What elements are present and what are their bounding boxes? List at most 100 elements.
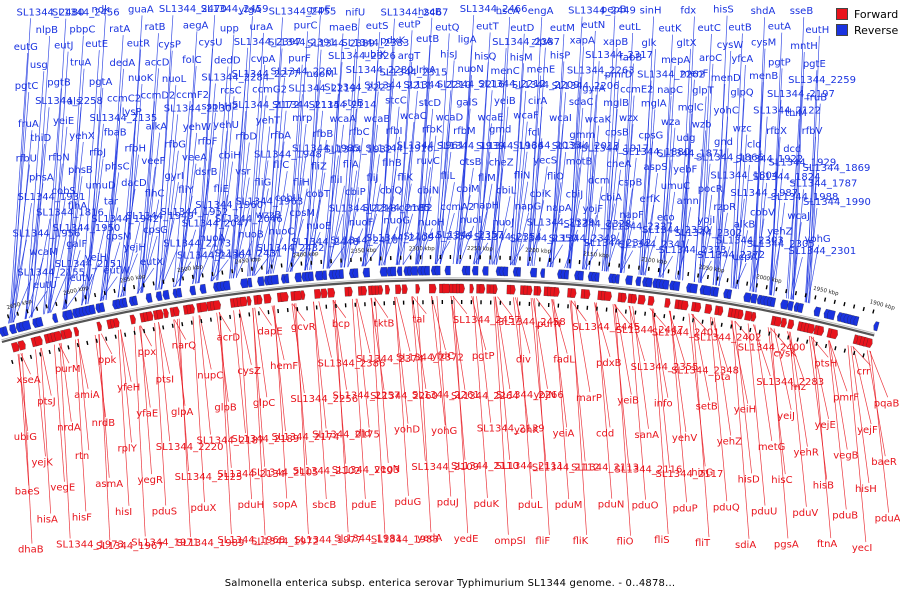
reverse-gene-label: SL1344_2172 bbox=[232, 100, 300, 111]
reverse-gene-label: eutQ bbox=[435, 22, 459, 33]
reverse-gene-label: hisQ bbox=[474, 51, 496, 62]
gene-connector bbox=[248, 64, 266, 277]
forward-gene-arrow bbox=[378, 285, 384, 295]
forward-gene-arrow bbox=[361, 286, 367, 296]
reverse-gene-label: eco bbox=[657, 212, 675, 223]
gene-connector bbox=[161, 150, 179, 290]
gene-connector bbox=[65, 35, 84, 309]
gene-connector bbox=[450, 295, 466, 460]
reverse-gene-label: SL1344_1871 bbox=[657, 149, 725, 160]
reverse-gene-arrow bbox=[88, 304, 96, 315]
reverse-gene-label: SL1344_1917 bbox=[581, 144, 649, 155]
reverse-gene-label: SL1344_2035 bbox=[513, 141, 581, 152]
gene-connector bbox=[199, 315, 212, 370]
feature-tick bbox=[843, 302, 846, 307]
gene-connector bbox=[699, 260, 712, 283]
reverse-gene-label: nuoH bbox=[418, 217, 444, 228]
gene-connector bbox=[13, 202, 32, 323]
gene-connector bbox=[75, 339, 87, 512]
gene-connector bbox=[701, 63, 714, 284]
gene-connector bbox=[81, 191, 100, 306]
reverse-gene-label: phsA bbox=[29, 172, 54, 183]
forward-gene-label: yehV bbox=[672, 433, 697, 444]
gene-connector bbox=[455, 108, 471, 265]
reverse-gene-label: flhC bbox=[145, 189, 165, 200]
gene-connector bbox=[494, 106, 509, 265]
gene-connector bbox=[78, 338, 90, 451]
gene-connector bbox=[568, 16, 583, 269]
gene-connector bbox=[651, 308, 669, 534]
reverse-gene-arrow bbox=[390, 266, 397, 277]
reverse-gene-label: SL1344_2173 bbox=[163, 238, 231, 249]
tick-label: 2200 kbp bbox=[525, 248, 552, 255]
forward-gene-label: SL1344_2116 bbox=[615, 464, 683, 475]
gene-connector bbox=[459, 225, 475, 265]
gene-connector bbox=[662, 65, 676, 278]
gene-connector bbox=[212, 224, 230, 282]
reverse-gene-label: cbiJ bbox=[566, 189, 584, 200]
gene-connector bbox=[415, 75, 431, 265]
reverse-gene-label: SL1344_2350 bbox=[510, 233, 578, 244]
gene-connector bbox=[620, 220, 634, 273]
reverse-gene-label: yehU bbox=[213, 120, 239, 131]
feature-tick bbox=[730, 324, 733, 329]
reverse-gene-label: SL1344_2305 bbox=[747, 239, 815, 250]
gene-connector bbox=[718, 50, 732, 286]
gene-connector bbox=[160, 114, 179, 290]
forward-gene-label: SL1344_2189 bbox=[231, 434, 299, 445]
forward-gene-label: SL1344_2458 bbox=[498, 317, 566, 328]
feature-tick bbox=[172, 277, 175, 283]
reverse-gene-label: ccmG2 bbox=[252, 84, 287, 95]
reverse-gene-label: nuoB bbox=[238, 230, 264, 241]
gene-connector bbox=[596, 302, 613, 499]
reverse-gene-label: pgtE bbox=[803, 59, 826, 70]
gene-connector bbox=[474, 62, 489, 265]
gene-connector bbox=[788, 331, 807, 507]
gene-connector bbox=[333, 300, 347, 390]
reverse-gene-arrow bbox=[434, 265, 441, 276]
gene-connector bbox=[142, 132, 160, 293]
reverse-gene-label: SL1344_2212 bbox=[478, 79, 546, 90]
reverse-gene-label: fliI bbox=[330, 175, 342, 186]
gene-connector bbox=[196, 243, 214, 284]
reverse-gene-label: rcsC bbox=[220, 85, 242, 96]
feature-tick bbox=[201, 273, 204, 278]
reverse-gene-label: motB bbox=[566, 157, 593, 168]
reverse-gene-label: erfK bbox=[640, 194, 661, 205]
feature-tick bbox=[171, 323, 174, 328]
gene-connector bbox=[674, 175, 688, 280]
reverse-gene-label: wcaC bbox=[400, 111, 427, 122]
gene-connector bbox=[291, 188, 308, 272]
reverse-gene-label: maeB bbox=[329, 23, 358, 34]
feature-tick bbox=[57, 347, 61, 352]
gene-connector bbox=[24, 257, 44, 320]
gene-connector bbox=[344, 76, 360, 268]
reverse-gene-label: glk bbox=[642, 38, 657, 49]
gene-connector bbox=[549, 124, 564, 268]
feature-tick bbox=[706, 274, 709, 280]
reverse-gene-label: SL1344_2466 bbox=[460, 4, 528, 15]
reverse-gene-label: SL1344_2372 bbox=[697, 250, 765, 261]
reverse-gene-label: menE bbox=[527, 65, 556, 76]
forward-gene-arrow bbox=[129, 314, 136, 325]
reverse-gene-label: nuoM bbox=[306, 69, 333, 80]
reverse-gene-label: alkB bbox=[734, 219, 756, 230]
forward-gene-label: hisH bbox=[855, 484, 877, 495]
genome-axis bbox=[1, 277, 875, 344]
reverse-gene-label: fliO bbox=[547, 171, 564, 182]
gene-connector bbox=[582, 30, 596, 270]
gene-connector bbox=[394, 296, 409, 496]
reverse-gene-label: stcD bbox=[419, 98, 442, 109]
feature-tick bbox=[796, 337, 799, 342]
reverse-gene-arrow bbox=[594, 272, 600, 282]
reverse-gene-label: cpsB bbox=[605, 128, 629, 139]
feature-tick bbox=[739, 326, 742, 331]
gene-connector bbox=[272, 204, 290, 274]
forward-gene-arrow bbox=[787, 319, 794, 330]
feature-tick bbox=[152, 327, 155, 332]
forward-gene-label: yeiB bbox=[617, 396, 639, 407]
gene-connector bbox=[495, 16, 511, 265]
reverse-gene-label: eutK bbox=[659, 24, 682, 35]
gene-connector bbox=[322, 155, 339, 269]
forward-gene-label: SL1344_2457 bbox=[453, 315, 521, 326]
